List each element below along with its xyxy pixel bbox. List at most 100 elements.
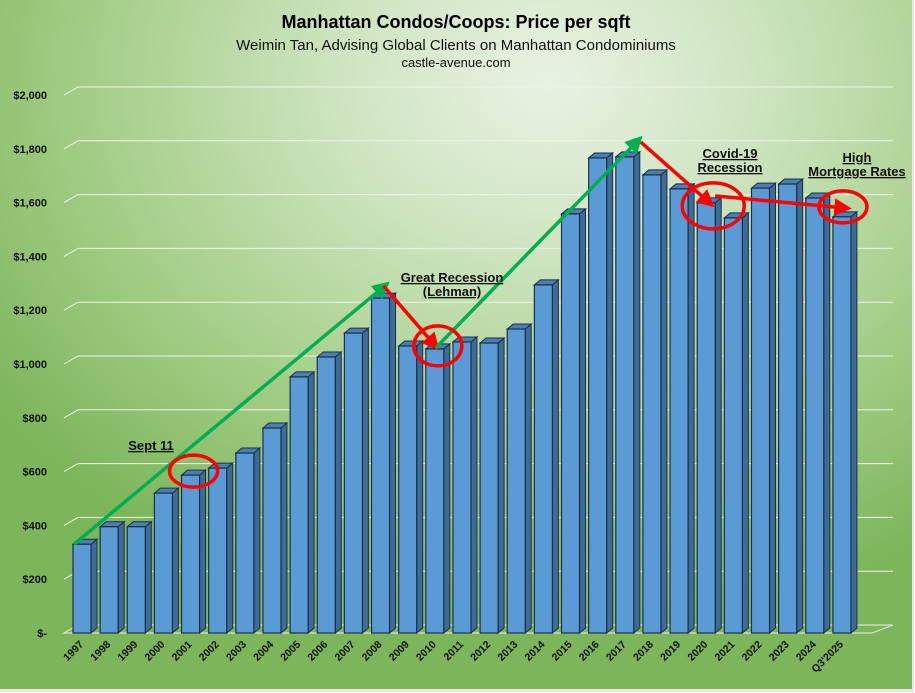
bar-side bbox=[90, 538, 98, 635]
bar bbox=[587, 151, 615, 635]
bar bbox=[560, 207, 587, 635]
bar-front bbox=[235, 452, 255, 634]
y-tick-label: $400 bbox=[23, 520, 47, 532]
gridline-stub bbox=[63, 463, 79, 473]
bar-front bbox=[289, 376, 309, 634]
x-tick-label: 2021 bbox=[712, 639, 737, 664]
chart-title: Manhattan Condos/Coops: Price per sqft bbox=[281, 12, 630, 32]
green-trend-arrow bbox=[434, 135, 643, 350]
red-trend-arrow bbox=[639, 140, 715, 208]
bar-side bbox=[551, 278, 559, 635]
gridline-stub bbox=[63, 86, 79, 96]
highlight-circle bbox=[412, 324, 464, 368]
bar-front bbox=[99, 526, 119, 634]
bar bbox=[343, 326, 370, 635]
bar-side bbox=[687, 182, 695, 635]
chart-source: castle-avenue.com bbox=[401, 55, 510, 70]
bar-front bbox=[669, 188, 689, 634]
bar bbox=[234, 446, 262, 635]
x-tick-label: 2002 bbox=[197, 639, 222, 664]
y-tick-label: $600 bbox=[23, 467, 47, 479]
bar bbox=[261, 421, 289, 635]
gridline-stub bbox=[63, 355, 79, 365]
highlight-circle bbox=[817, 189, 869, 225]
bar bbox=[71, 538, 99, 635]
x-tick-label: 2007 bbox=[333, 639, 358, 664]
annotation-label: Sept 11 bbox=[128, 438, 174, 453]
bar-front bbox=[560, 213, 581, 634]
bar bbox=[397, 339, 425, 635]
gridline-stub bbox=[63, 409, 79, 419]
bar-front bbox=[696, 202, 716, 634]
bar bbox=[451, 335, 479, 635]
x-tick-label: 2013 bbox=[495, 639, 520, 664]
x-tick-label: 2012 bbox=[468, 639, 493, 664]
x-tick-label: 2010 bbox=[414, 639, 439, 664]
annotation-label: Great Recession bbox=[401, 270, 504, 285]
bar-side bbox=[497, 336, 505, 635]
bar-front bbox=[778, 183, 798, 634]
bar bbox=[370, 292, 397, 635]
annotation-label: High bbox=[843, 150, 872, 165]
annotations: Sept 11 Great Recession(Lehman) Covid-19Re… bbox=[72, 135, 906, 546]
y-tick-label: $800 bbox=[23, 413, 47, 425]
bar-side bbox=[443, 342, 451, 635]
bar-side bbox=[606, 151, 614, 635]
green-trend-arrow bbox=[72, 281, 390, 546]
y-tick-label: $1,000 bbox=[13, 359, 47, 371]
chart-subtitle: Weimin Tan, Advising Global Clients on M… bbox=[236, 37, 676, 54]
x-tick-label: 1997 bbox=[61, 639, 86, 664]
bar-front bbox=[262, 427, 282, 634]
x-tick-label: 1999 bbox=[115, 639, 140, 664]
bar-side bbox=[226, 462, 234, 635]
y-axis: $- $200 $400 $600 $800 $1,000 $1,200 $1,400 $1,6… bbox=[13, 90, 47, 640]
bar-side bbox=[389, 292, 397, 635]
y-tick-label: $200 bbox=[23, 574, 47, 586]
bar-front bbox=[832, 216, 852, 634]
bar-side bbox=[334, 350, 342, 635]
highlight-circle bbox=[167, 453, 220, 489]
bar-side bbox=[660, 168, 668, 635]
x-tick-label: 2019 bbox=[658, 639, 683, 664]
bar-front bbox=[533, 284, 553, 634]
bar-side bbox=[144, 520, 152, 635]
bar-front bbox=[153, 492, 174, 634]
gridline-stub bbox=[63, 247, 79, 257]
bar-side bbox=[714, 196, 722, 635]
annotation-label: (Lehman) bbox=[423, 284, 482, 299]
annotation-label: Recession bbox=[697, 160, 762, 175]
bars bbox=[71, 150, 859, 635]
gridline-stub bbox=[63, 516, 79, 526]
bar-front bbox=[805, 197, 825, 634]
bar-front bbox=[180, 474, 201, 634]
bar-front bbox=[425, 348, 445, 634]
bar-side bbox=[280, 421, 288, 635]
y-tick-label: $- bbox=[37, 628, 47, 640]
bar-front bbox=[398, 345, 418, 634]
gridline-stub bbox=[63, 194, 79, 204]
x-tick-label: 1998 bbox=[88, 639, 113, 664]
bar-side bbox=[769, 182, 776, 635]
bar-front bbox=[452, 341, 472, 634]
bar-front bbox=[316, 356, 336, 634]
annotation-label: Mortgage Rates bbox=[808, 164, 906, 179]
x-tick-label: 2020 bbox=[685, 639, 710, 664]
bar bbox=[153, 487, 180, 635]
bar-side bbox=[823, 191, 831, 635]
x-tick-label: 2001 bbox=[170, 639, 195, 664]
bar-side bbox=[416, 339, 424, 635]
x-tick-label: 2011 bbox=[441, 639, 466, 664]
bar bbox=[424, 342, 452, 635]
annotation-label: Covid-19 bbox=[703, 146, 758, 161]
bar-side bbox=[361, 326, 369, 635]
bar bbox=[315, 350, 343, 635]
x-tick-label: 2016 bbox=[577, 639, 602, 664]
bar-side bbox=[199, 469, 207, 635]
bar-side bbox=[117, 520, 125, 635]
x-tick-label: 2000 bbox=[143, 639, 168, 664]
bar-side bbox=[470, 335, 478, 635]
bar bbox=[180, 469, 207, 635]
y-tick-label: $1,200 bbox=[13, 305, 47, 317]
